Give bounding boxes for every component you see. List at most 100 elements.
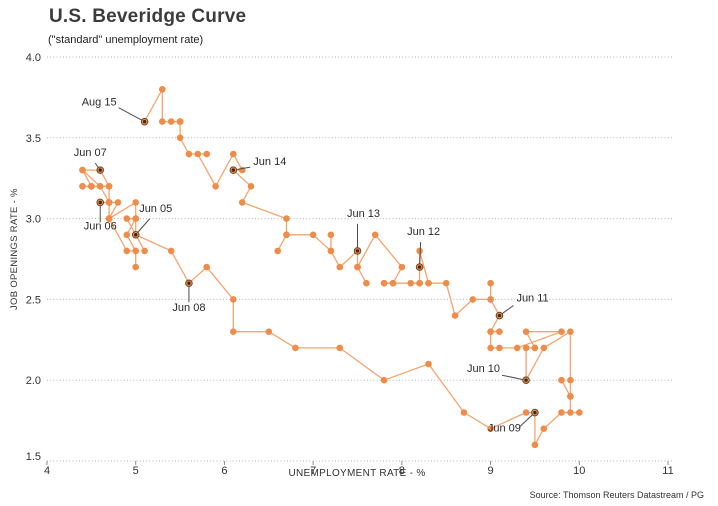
data-point [425, 279, 432, 287]
data-point [522, 409, 530, 416]
data-point [513, 344, 521, 352]
annotation-label: Jun 08 [172, 302, 205, 314]
annotation-label: Jun 14 [253, 156, 286, 168]
data-point [123, 231, 131, 239]
data-point [309, 231, 317, 239]
data-point [141, 247, 148, 255]
data-point [442, 279, 450, 287]
data-point [96, 183, 104, 190]
data-point [230, 328, 237, 336]
data-point [283, 215, 290, 222]
data-point [496, 328, 503, 336]
data-point [487, 344, 494, 352]
annotated-point-core [142, 119, 147, 124]
data-point [105, 199, 113, 206]
data-point [558, 328, 565, 336]
data-point [531, 344, 539, 352]
data-point [567, 393, 574, 400]
annotated-point-core [98, 168, 102, 172]
data-point [167, 247, 175, 255]
data-point [132, 215, 139, 222]
data-point [336, 263, 344, 271]
data-point [371, 231, 379, 239]
annotation-leader [419, 242, 422, 268]
data-point [522, 344, 530, 352]
page-title: U.S. Beveridge Curve [49, 6, 247, 27]
data-point [416, 279, 423, 287]
annotated-point-core [134, 233, 138, 237]
x-tick-label: 7 [310, 465, 316, 477]
data-point [212, 183, 219, 190]
data-point [336, 344, 344, 352]
annotated-point-core [355, 249, 360, 253]
data-point [114, 199, 122, 206]
data-point [123, 215, 131, 222]
data-point [159, 118, 166, 125]
annotation-label: Aug 15 [82, 97, 117, 109]
data-point [469, 296, 477, 303]
data-point [230, 296, 237, 303]
annotation-label: Jun 09 [488, 423, 521, 435]
annotated-point-core [187, 281, 191, 285]
data-point [487, 425, 494, 433]
x-axis-title: UNEMPLOYMENT RATE - % [288, 468, 426, 479]
data-point [398, 263, 406, 271]
data-point [132, 263, 139, 271]
x-tick-label: 5 [133, 465, 139, 477]
annotated-point-core [417, 265, 422, 269]
data-point [132, 247, 139, 255]
annotation-label: Jun 07 [74, 147, 107, 159]
data-point [567, 328, 574, 336]
x-tick-label: 9 [488, 465, 494, 477]
data-point [238, 199, 246, 206]
data-point [540, 344, 548, 352]
x-tick-label: 6 [221, 465, 227, 477]
data-point [176, 118, 184, 125]
x-tick-label: 10 [573, 465, 585, 477]
data-point [247, 183, 255, 190]
annotation-label: Jun 10 [467, 363, 500, 375]
data-point [292, 344, 299, 352]
data-point [194, 150, 202, 158]
data-point [558, 376, 565, 384]
data-point [123, 247, 131, 255]
annotation-label: Jun 13 [347, 208, 380, 220]
data-point [176, 134, 184, 142]
y-tick-label: 2.5 [26, 294, 41, 306]
data-point [380, 279, 388, 287]
data-point [167, 118, 175, 125]
data-point [576, 409, 583, 416]
data-point [79, 183, 86, 190]
annotation-label: Jun 12 [407, 226, 440, 238]
data-point [416, 247, 423, 255]
data-point [487, 328, 494, 336]
data-point [203, 263, 210, 271]
x-tick-label: 8 [399, 465, 405, 477]
annotation-label: Jun 06 [84, 220, 117, 232]
data-point [389, 279, 397, 287]
annotation-label: Jun 11 [516, 293, 548, 305]
annotation-label: Jun 05 [139, 203, 172, 215]
y-tick-label: 3.5 [26, 133, 41, 145]
data-point [380, 376, 388, 384]
annotated-point-core [497, 313, 502, 318]
data-point [540, 425, 548, 433]
data-point [88, 183, 95, 190]
y-tick-label: 2.0 [26, 375, 41, 387]
data-point [283, 231, 290, 239]
y-tick-label: 4.0 [26, 52, 41, 64]
data-point [105, 215, 113, 222]
data-point [159, 86, 166, 93]
source-credit: Source: Thomson Reuters Datastream / PG [529, 490, 704, 500]
data-point [327, 247, 335, 255]
data-point [460, 409, 468, 416]
data-point [558, 409, 565, 416]
y-axis-title: JOB OPENINGS RATE - % [9, 188, 20, 310]
data-point [105, 183, 113, 190]
data-point [451, 312, 459, 319]
data-point [425, 360, 432, 368]
data-point [363, 279, 370, 287]
data-point [487, 279, 494, 287]
x-tick-label: 4 [44, 465, 50, 477]
